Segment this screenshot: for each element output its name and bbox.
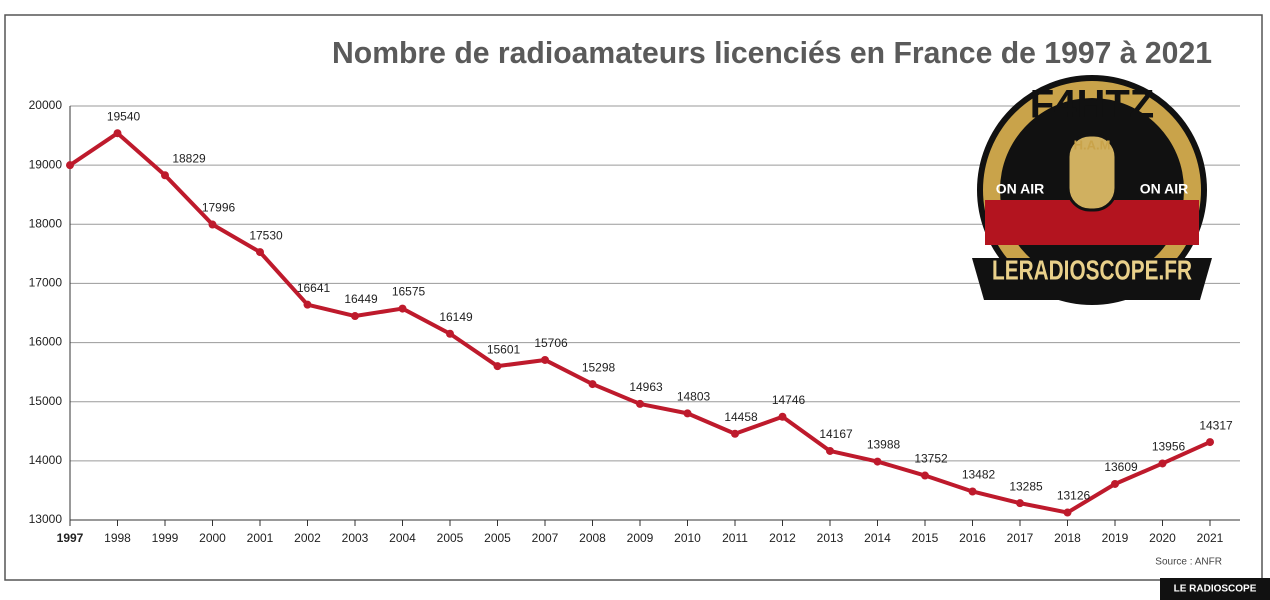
data-point — [636, 399, 644, 408]
data-label: 13126 — [1057, 489, 1091, 503]
data-label: 19540 — [107, 109, 141, 123]
y-tick-label: 14000 — [29, 453, 63, 467]
x-tick-label: 2003 — [342, 531, 369, 545]
x-tick-label: 2005 — [484, 531, 511, 545]
x-tick-label: 2000 — [199, 531, 226, 545]
data-label: 13285 — [1009, 479, 1043, 493]
x-tick-label: 1998 — [104, 531, 131, 545]
data-label: 14458 — [724, 410, 758, 424]
data-point — [1111, 479, 1119, 488]
data-label: 17530 — [249, 228, 283, 242]
x-tick-label: 2016 — [959, 531, 986, 545]
logo: F4HTZ H.A.M ON AIR ON AIR LERADIOSCOPE.F… — [972, 75, 1212, 305]
x-tick-label: 2011 — [722, 531, 748, 545]
data-point — [493, 362, 502, 371]
data-label: 16449 — [344, 292, 378, 306]
data-label: 14963 — [629, 380, 663, 394]
data-point — [731, 429, 739, 438]
data-point — [398, 304, 407, 313]
data-point — [303, 300, 312, 309]
x-tick-label: 2017 — [1007, 531, 1034, 545]
y-tick-label: 20000 — [29, 98, 63, 112]
source: Source : ANFR — [1155, 557, 1222, 568]
x-tick-label: 2020 — [1149, 531, 1176, 545]
brand-box — [1160, 578, 1270, 600]
data-point — [588, 380, 597, 389]
data-point — [921, 471, 929, 480]
data-label: 13956 — [1152, 440, 1186, 454]
logo-mic — [1066, 133, 1118, 212]
logo-ribbon — [972, 258, 1212, 300]
data-label: 14803 — [677, 390, 711, 404]
data-point — [683, 409, 692, 418]
x-tick-label: 2007 — [532, 531, 559, 545]
logo-right: ON AIR — [1140, 181, 1188, 197]
data-label: 13482 — [962, 468, 996, 482]
data-point — [826, 446, 834, 455]
x-tick-label: 2010 — [674, 531, 701, 545]
data-label: 15601 — [487, 342, 521, 356]
logo-call: F4HTZ — [1030, 83, 1154, 127]
y-tick-label: 17000 — [29, 276, 63, 290]
data-point — [208, 220, 217, 229]
data-point — [1206, 438, 1214, 447]
y-tick-label: 16000 — [29, 335, 63, 349]
data-point — [541, 355, 549, 364]
data-point — [873, 457, 882, 466]
data-point — [113, 129, 122, 138]
x-tick-label: 1999 — [152, 531, 179, 545]
data-point — [66, 161, 74, 170]
x-tick-label: 2014 — [864, 531, 891, 545]
logo-site: LERADIOSCOPE.FR — [992, 254, 1192, 285]
data-point — [1063, 508, 1072, 517]
x-tick-label: 2019 — [1102, 531, 1129, 545]
logo-ham: H.A.M — [1074, 137, 1111, 152]
y-tick-label: 19000 — [29, 157, 63, 171]
x-tick-label: 2018 — [1054, 531, 1081, 545]
y-tick-label: 18000 — [29, 216, 63, 230]
data-label: 16149 — [439, 310, 473, 324]
x-tick-label: 2009 — [627, 531, 654, 545]
chart-title: Nombre de radioamateurs licenciés en Fra… — [332, 35, 1212, 70]
data-label: 14746 — [772, 393, 806, 407]
data-point — [778, 412, 787, 421]
data-point — [161, 171, 169, 180]
data-point — [446, 329, 454, 338]
y-tick-label: 15000 — [29, 394, 63, 408]
data-point — [351, 312, 359, 321]
frame — [4, 14, 1263, 581]
data-label: 13752 — [914, 452, 948, 466]
data-label: 15706 — [534, 336, 568, 350]
data-label: 16641 — [297, 281, 331, 295]
x-tick-label: 2012 — [769, 531, 796, 545]
x-tick-label: 2004 — [389, 531, 416, 545]
data-point — [256, 248, 264, 257]
x-tick-label: 2008 — [579, 531, 606, 545]
x-tick-label: 2002 — [294, 531, 321, 545]
data-label: 13988 — [867, 438, 901, 452]
data-label: 18829 — [172, 151, 206, 165]
x-tick-label: 1997 — [57, 531, 84, 545]
data-label: 16575 — [392, 285, 426, 299]
x-tick-label: 2021 — [1197, 531, 1224, 545]
brand: LE RADIOSCOPE — [1174, 584, 1257, 595]
data-label: 17996 — [202, 201, 236, 215]
x-tick-label: 2005 — [437, 531, 464, 545]
data-point — [1016, 499, 1024, 508]
data-label: 13609 — [1104, 460, 1138, 474]
data-point — [968, 487, 977, 496]
data-label: 15298 — [582, 360, 616, 374]
logo-left: ON AIR — [996, 181, 1044, 197]
data-label: 14317 — [1199, 418, 1233, 432]
y-tick-label: 13000 — [29, 512, 63, 526]
x-tick-label: 2015 — [912, 531, 939, 545]
x-tick-label: 2013 — [817, 531, 844, 545]
x-tick-label: 2001 — [247, 531, 274, 545]
data-label: 14167 — [819, 427, 853, 441]
data-point — [1158, 459, 1167, 468]
